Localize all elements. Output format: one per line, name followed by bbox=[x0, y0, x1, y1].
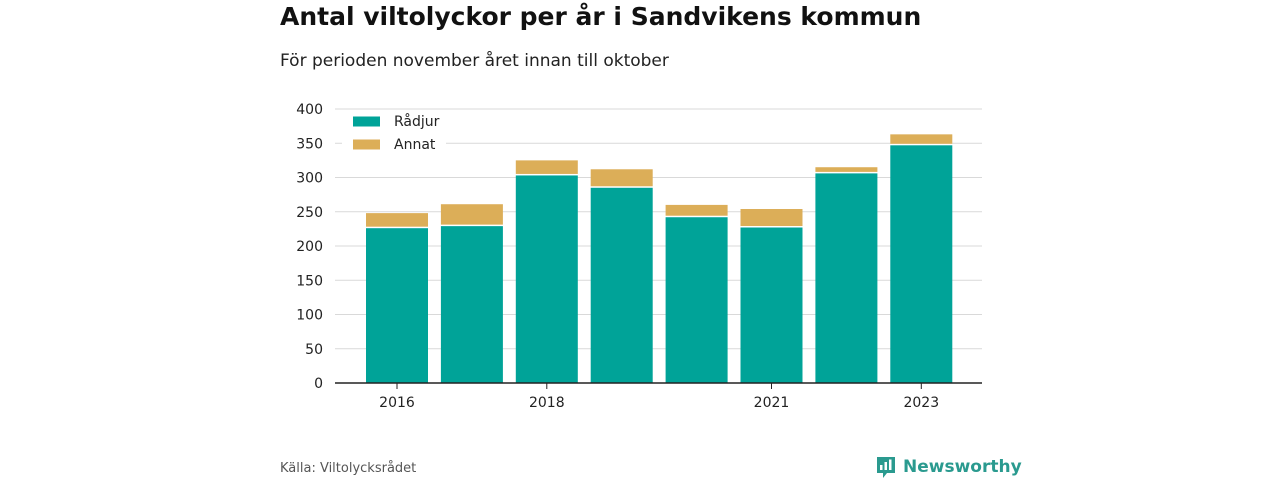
bar-annat bbox=[590, 169, 653, 187]
bar-radjur bbox=[815, 173, 878, 383]
brand-name: Newsworthy bbox=[903, 457, 1022, 477]
bar-radjur bbox=[515, 175, 578, 383]
y-tick-label: 350 bbox=[296, 136, 323, 152]
bar-annat bbox=[366, 213, 428, 227]
bar-annat bbox=[440, 204, 503, 225]
x-tick-label: 2018 bbox=[529, 395, 565, 411]
y-tick-label: 150 bbox=[296, 273, 323, 289]
legend-swatch-annat bbox=[353, 139, 380, 150]
source-note: Källa: Viltolycksrådet bbox=[280, 461, 417, 476]
bar-annat bbox=[740, 209, 803, 227]
newsworthy-logo-icon bbox=[877, 457, 895, 478]
y-tick-label: 200 bbox=[296, 239, 323, 255]
y-tick-label: 300 bbox=[296, 171, 323, 187]
bar-annat bbox=[515, 160, 578, 174]
bar-radjur bbox=[440, 226, 503, 383]
bar-radjur bbox=[590, 187, 653, 383]
y-tick-label: 400 bbox=[296, 102, 323, 118]
legend-swatch-radjur bbox=[353, 116, 380, 127]
legend-label-annat: Annat bbox=[394, 137, 436, 153]
bar-radjur bbox=[890, 145, 953, 383]
chart-subtitle: För perioden november året innan till ok… bbox=[280, 51, 669, 71]
y-tick-label: 50 bbox=[305, 342, 323, 358]
chart-title: Antal viltolyckor per år i Sandvikens ko… bbox=[280, 2, 922, 31]
bar-annat bbox=[815, 167, 878, 172]
x-tick-label: 2021 bbox=[754, 395, 790, 411]
bar-annat bbox=[665, 204, 728, 216]
bar-radjur bbox=[740, 227, 803, 383]
x-tick-label: 2023 bbox=[903, 395, 939, 411]
legend-label-radjur: Rådjur bbox=[394, 113, 440, 130]
x-tick-label: 2016 bbox=[379, 395, 415, 411]
brand-logo: Newsworthy bbox=[875, 455, 1022, 479]
y-tick-label: 100 bbox=[296, 308, 323, 324]
bar-radjur bbox=[665, 217, 728, 383]
bar-annat bbox=[890, 134, 953, 144]
y-tick-label: 250 bbox=[296, 205, 323, 221]
bar-radjur bbox=[366, 228, 428, 383]
y-tick-label: 0 bbox=[314, 376, 323, 392]
